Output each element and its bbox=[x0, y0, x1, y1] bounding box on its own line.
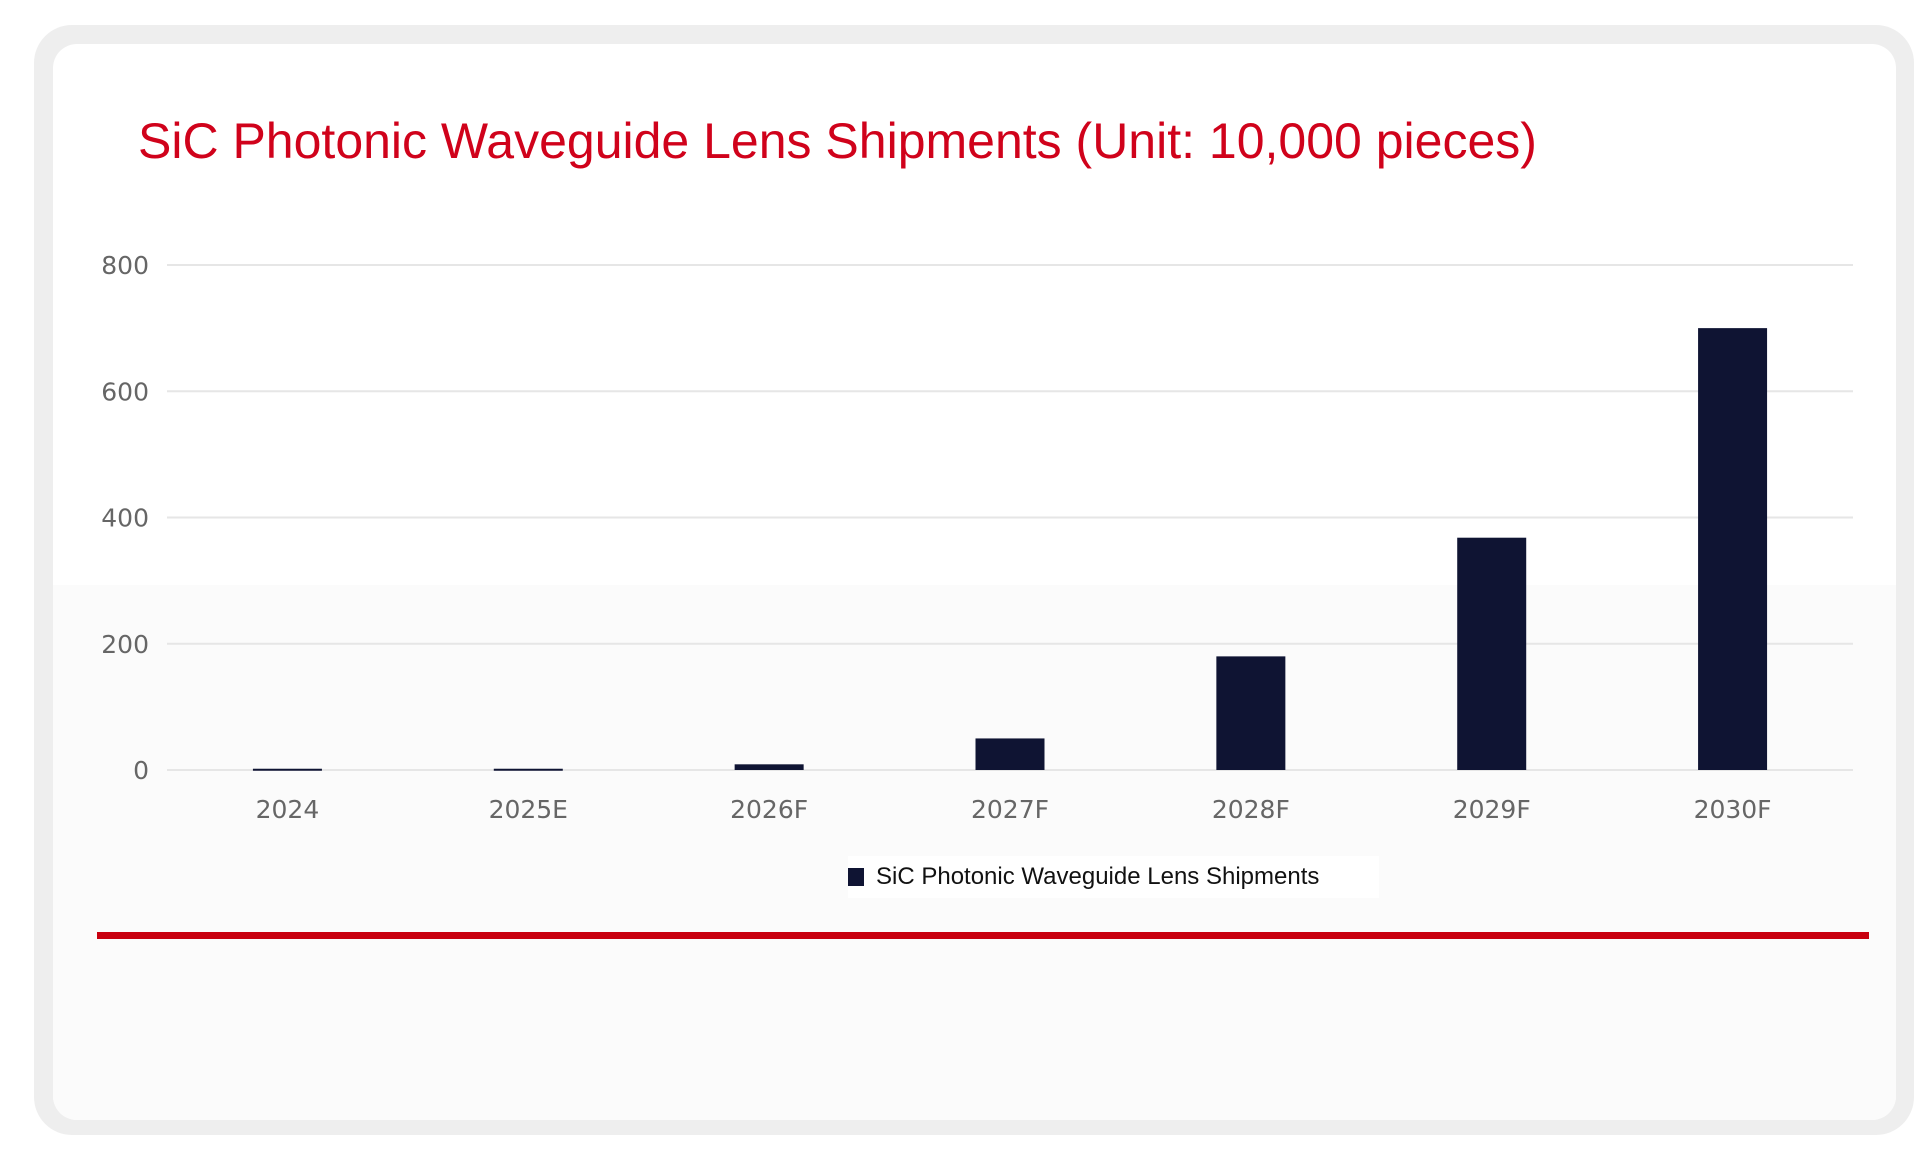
bar-2025E bbox=[493, 768, 563, 771]
red-divider bbox=[97, 932, 1869, 939]
x-tick-label: 2030F bbox=[1694, 795, 1772, 824]
y-tick-label: 200 bbox=[101, 630, 149, 659]
x-tick-label: 2025E bbox=[489, 795, 568, 824]
bar-2027F bbox=[975, 738, 1045, 770]
y-tick-label: 800 bbox=[101, 251, 149, 280]
x-tick-label: 2028F bbox=[1212, 795, 1290, 824]
x-tick-label: 2027F bbox=[971, 795, 1049, 824]
chart-title: SiC Photonic Waveguide Lens Shipments (U… bbox=[138, 113, 1537, 169]
legend: SiC Photonic Waveguide Lens Shipments bbox=[848, 856, 1380, 898]
bar-2026F bbox=[734, 764, 804, 770]
x-tick-label: 2024 bbox=[256, 795, 320, 824]
chart-lower-panel bbox=[53, 585, 1896, 1120]
legend-label: SiC Photonic Waveguide Lens Shipments bbox=[876, 863, 1320, 890]
y-tick-label: 400 bbox=[101, 504, 149, 533]
x-tick-label: 2026F bbox=[730, 795, 808, 824]
bar-2028F bbox=[1216, 656, 1286, 770]
bar-2024 bbox=[252, 768, 322, 771]
bar-2029F bbox=[1457, 537, 1527, 770]
y-tick-label: 0 bbox=[133, 756, 149, 785]
x-tick-label: 2029F bbox=[1453, 795, 1531, 824]
legend-swatch bbox=[848, 868, 864, 886]
bar-2030F bbox=[1698, 328, 1768, 770]
y-tick-label: 600 bbox=[101, 377, 149, 406]
